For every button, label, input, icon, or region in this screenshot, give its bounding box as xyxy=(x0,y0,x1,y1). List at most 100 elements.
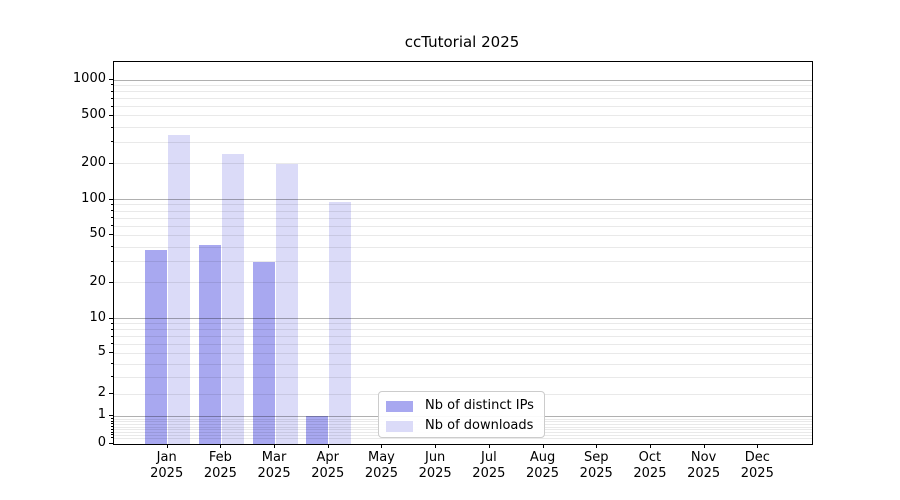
chart-title: ccTutorial 2025 xyxy=(404,33,520,51)
minor-gridline xyxy=(114,363,812,365)
y-minor-tick xyxy=(111,428,113,430)
minor-gridline xyxy=(114,84,812,86)
y-minor-tick xyxy=(111,217,113,218)
x-tick-oct xyxy=(649,444,651,448)
y-tick-label-1000: 1000 xyxy=(72,71,106,86)
minor-gridline xyxy=(114,225,812,227)
y-tick-label-100: 100 xyxy=(81,190,106,206)
minor-gridline xyxy=(114,246,812,248)
minor-gridline xyxy=(114,329,812,331)
y-minor-tick xyxy=(111,431,113,433)
gridline-50 xyxy=(114,234,812,236)
minor-gridline xyxy=(114,210,812,212)
y-minor-tick xyxy=(111,426,113,427)
minor-gridline xyxy=(114,217,812,219)
y-minor-tick xyxy=(111,423,113,425)
y-minor-tick xyxy=(111,437,113,439)
bar-feb-downloads xyxy=(221,154,244,444)
y-minor-tick xyxy=(111,260,113,262)
bar-mar-distinct-ips xyxy=(252,261,275,444)
legend-row-downloads: Nb of downloads xyxy=(386,416,536,436)
x-tick-label-dec: Dec 2025 xyxy=(740,450,774,481)
y-minor-tick xyxy=(111,418,113,420)
x-tick-aug xyxy=(542,444,544,448)
y-minor-tick xyxy=(111,322,113,324)
y-tick-10 xyxy=(109,317,113,319)
x-tick-apr xyxy=(327,444,329,448)
y-tick-2 xyxy=(109,393,113,395)
y-minor-tick xyxy=(111,126,113,128)
y-minor-tick xyxy=(111,225,113,226)
y-minor-tick xyxy=(111,420,113,422)
y-minor-tick xyxy=(111,328,113,330)
x-tick-label-jun: Jun 2025 xyxy=(418,450,452,481)
y-minor-tick xyxy=(111,90,113,92)
gridline-20 xyxy=(114,282,812,284)
legend-row-distinct-ips: Nb of distinct IPs xyxy=(386,396,536,416)
x-tick-jul xyxy=(488,444,490,448)
minor-gridline xyxy=(114,98,812,99)
y-minor-tick xyxy=(111,376,113,378)
gridline-5 xyxy=(114,352,812,354)
bar-jan-downloads xyxy=(168,134,191,444)
y-minor-tick xyxy=(111,434,113,436)
minor-gridline xyxy=(114,106,812,107)
x-tick-may xyxy=(381,444,383,448)
y-minor-tick xyxy=(111,84,113,86)
y-tick-label-20: 20 xyxy=(89,273,106,289)
legend: Nb of distinct IPs Nb of downloads xyxy=(378,391,545,438)
x-tick-label-aug: Aug 2025 xyxy=(525,450,560,481)
y-minor-tick xyxy=(111,363,113,365)
x-tick-label-nov: Nov 2025 xyxy=(687,450,721,481)
minor-gridline xyxy=(114,323,812,325)
y-tick-label-500: 500 xyxy=(81,106,106,122)
minor-gridline xyxy=(114,91,812,93)
y-tick-0 xyxy=(109,443,113,444)
y-tick-50 xyxy=(109,234,113,236)
y-tick-label-50: 50 xyxy=(89,226,106,242)
y-tick-20 xyxy=(109,281,113,283)
y-minor-tick xyxy=(111,97,113,99)
bars-layer xyxy=(114,62,812,444)
minor-gridline xyxy=(114,261,812,263)
x-tick-dec xyxy=(757,444,759,448)
x-tick-jan xyxy=(166,444,168,448)
x-tick-jun xyxy=(435,444,437,448)
minor-gridline xyxy=(114,343,812,345)
x-tick-label-may: May 2025 xyxy=(364,450,398,481)
gridline-10 xyxy=(114,318,812,320)
y-tick-label-10: 10 xyxy=(89,309,106,325)
y-minor-tick xyxy=(111,335,113,337)
x-tick-label-jul: Jul 2025 xyxy=(472,450,506,481)
gridline-200 xyxy=(114,163,812,165)
bar-jan-distinct-ips xyxy=(145,249,168,444)
minor-gridline xyxy=(114,204,812,206)
bar-apr-distinct-ips xyxy=(306,416,329,444)
y-minor-tick xyxy=(111,203,113,205)
x-tick-label-mar: Mar 2025 xyxy=(257,450,291,481)
x-tick-feb xyxy=(220,444,222,448)
gridline-100 xyxy=(114,199,812,200)
y-tick-1000 xyxy=(109,79,113,80)
x-tick-label-apr: Apr 2025 xyxy=(311,450,345,481)
grid-layer xyxy=(114,62,812,444)
legend-swatch-distinct-ips xyxy=(386,400,413,412)
x-tick-sep xyxy=(596,444,598,448)
legend-label-distinct-ips: Nb of distinct IPs xyxy=(425,398,534,413)
y-tick-500 xyxy=(109,114,113,116)
bar-apr-downloads xyxy=(329,202,352,444)
y-minor-tick xyxy=(111,141,113,143)
y-tick-label-1: 1 xyxy=(97,407,106,423)
x-tick-label-feb: Feb 2025 xyxy=(203,450,237,481)
x-tick-mar xyxy=(274,444,276,448)
y-minor-tick xyxy=(111,210,113,212)
gridline-1000 xyxy=(114,79,812,81)
x-tick-label-jan: Jan 2025 xyxy=(150,450,184,481)
y-tick-label-2: 2 xyxy=(97,385,106,401)
minor-gridline xyxy=(114,336,812,338)
x-tick-label-oct: Oct 2025 xyxy=(633,450,667,481)
x-tick-nov xyxy=(703,444,705,448)
minor-gridline xyxy=(114,127,812,129)
y-tick-label-0: 0 xyxy=(97,435,106,450)
